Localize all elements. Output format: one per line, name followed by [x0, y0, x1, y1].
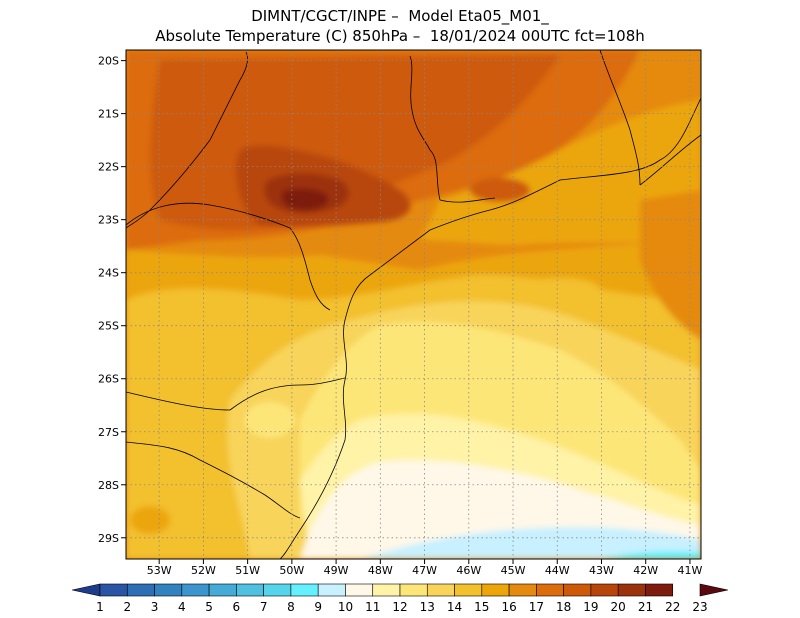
- colorbar-arrow-low: [71, 583, 101, 597]
- colorbar-swatch: [99, 583, 128, 597]
- colorbar-swatch: [372, 583, 401, 597]
- colorbar-label: 13: [420, 600, 435, 614]
- lat-tick-label: 28S: [98, 479, 119, 492]
- lon-tick-label: 51W: [235, 564, 260, 577]
- colorbar-label: 14: [447, 600, 462, 614]
- lon-tick-label: 45W: [501, 564, 526, 577]
- colorbar-label: 5: [205, 600, 213, 614]
- lat-tick-label: 23S: [98, 214, 119, 227]
- lon-tick-label: 41W: [678, 564, 703, 577]
- lon-tick-label: 48W: [368, 564, 393, 577]
- colorbar-label: 21: [638, 600, 653, 614]
- lat-tick-label: 24S: [98, 267, 119, 280]
- lon-tick-label: 43W: [589, 564, 614, 577]
- colorbar-label: 2: [123, 600, 131, 614]
- lon-tick-label: 49W: [324, 564, 349, 577]
- colorbar-swatch: [454, 583, 483, 597]
- colorbar-label: 1: [96, 600, 104, 614]
- colorbar-swatch: [645, 583, 674, 597]
- colorbar-label: 7: [260, 600, 268, 614]
- colorbar-swatch: [508, 583, 537, 597]
- colorbar-label: 16: [501, 600, 516, 614]
- lon-tick-label: 42W: [633, 564, 658, 577]
- lat-tick-label: 27S: [98, 426, 119, 439]
- colorbar-swatch: [181, 583, 210, 597]
- colorbar-swatch: [590, 583, 619, 597]
- lon-tick-label: 46W: [456, 564, 481, 577]
- colorbar-label: 12: [392, 600, 407, 614]
- lat-tick-label: 25S: [98, 320, 119, 333]
- colorbar-label: 20: [611, 600, 626, 614]
- lat-lon-grid: [126, 50, 701, 559]
- colorbar-swatch: [617, 583, 646, 597]
- lon-tick-label: 53W: [147, 564, 172, 577]
- coastline: [126, 50, 701, 559]
- colorbar-label: 19: [583, 600, 598, 614]
- colorbar-swatch: [126, 583, 155, 597]
- latitude-tick-labels: 20S 21S 22S 23S 24S 25S 26S 27S 28S 29S: [98, 55, 126, 545]
- temperature-field: [126, 50, 701, 559]
- colorbar-label: 9: [314, 600, 322, 614]
- colorbar-label: 22: [665, 600, 680, 614]
- colorbar-label: 11: [365, 600, 380, 614]
- lon-tick-label: 50W: [279, 564, 304, 577]
- lat-tick-label: 26S: [98, 373, 119, 386]
- colorbar-label: 17: [529, 600, 544, 614]
- colorbar: 1 2 3 4 5 6 7 8 9 10 11 12 13 14 15 16 17 18 19 20 21 22 23: [71, 583, 729, 614]
- lat-tick-label: 22S: [98, 161, 119, 174]
- colorbar-swatch: [263, 583, 292, 597]
- colorbar-swatch: [290, 583, 319, 597]
- lon-tick-label: 47W: [412, 564, 437, 577]
- colorbar-swatch: [208, 583, 237, 597]
- chart-title-line-1: DIMNT/CGCT/INPE – Model Eta05_M01_: [251, 7, 549, 25]
- lat-tick-label: 21S: [98, 108, 119, 121]
- colorbar-label: 6: [233, 600, 241, 614]
- lon-tick-label: 52W: [191, 564, 216, 577]
- chart-title-line-2: Absolute Temperature (C) 850hPa – 18/01/…: [155, 27, 645, 45]
- lat-tick-label: 29S: [98, 532, 119, 545]
- colorbar-swatch: [345, 583, 374, 597]
- colorbar-label: 10: [338, 600, 353, 614]
- colorbar-label: 15: [474, 600, 489, 614]
- lon-tick-label: 44W: [545, 564, 570, 577]
- colorbar-swatch: [154, 583, 183, 597]
- colorbar-swatch: [563, 583, 592, 597]
- colorbar-label: 18: [556, 600, 571, 614]
- colorbar-label: 4: [178, 600, 186, 614]
- colorbar-label: 3: [151, 600, 159, 614]
- colorbar-label: 8: [287, 600, 295, 614]
- colorbar-swatch: [481, 583, 510, 597]
- colorbar-arrow-high: [699, 583, 729, 597]
- colorbar-swatch: [317, 583, 346, 597]
- map-frame: [125, 49, 702, 560]
- colorbar-swatch: [536, 583, 564, 597]
- colorbar-swatch: [399, 583, 428, 597]
- colorbar-swatch: [426, 583, 455, 597]
- colorbar-label: 23: [692, 600, 707, 614]
- longitude-tick-labels: 53W 52W 51W 50W 49W 48W 47W 46W 45W 44W 43W 42W 41W: [147, 559, 703, 577]
- lat-tick-label: 20S: [98, 55, 119, 68]
- colorbar-swatch: [236, 583, 264, 597]
